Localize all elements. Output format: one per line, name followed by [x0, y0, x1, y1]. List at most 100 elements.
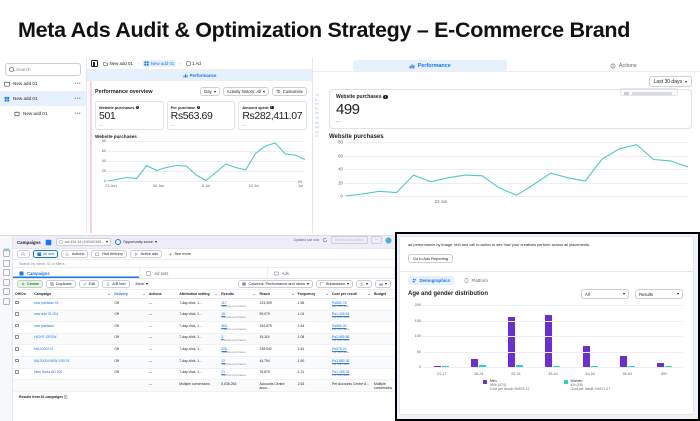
- customise-button-ghost[interactable]: [620, 88, 678, 96]
- cell-campaign[interactable]: new add 01 001: [32, 310, 113, 323]
- table-row[interactable]: new add 01 001 Off —7-day click, 1... 16 Web…: [13, 310, 395, 323]
- tab-demographics[interactable]: Demographics: [408, 276, 454, 285]
- row-toggle[interactable]: [13, 310, 33, 323]
- row-toggle[interactable]: [13, 344, 33, 357]
- col-cost-per-result[interactable]: Cost per result: [330, 290, 373, 299]
- nav-icon-billing[interactable]: [2, 288, 10, 295]
- table-row[interactable]: HIGHT GROW Off —7-day click, 1... 3 Website …: [13, 333, 395, 346]
- account-selector[interactable]: act-534-34 (400062345...: [55, 238, 111, 246]
- nav-icon-settings[interactable]: [2, 297, 10, 305]
- nav-icon-reporting[interactable]: [2, 278, 10, 286]
- cell-campaign[interactable]: new pakistan 01: [32, 298, 113, 311]
- day-dropdown[interactable]: Day: [200, 87, 220, 96]
- filter-had-delivery[interactable]: Had delivery: [91, 250, 127, 258]
- info-icon[interactable]: i: [270, 105, 274, 110]
- table-row[interactable]: new pakistan 01 Off —7-day click, 1... 117 W…: [13, 298, 395, 311]
- search-input[interactable]: Search: [5, 63, 81, 76]
- row-toggle[interactable]: [13, 298, 33, 311]
- col-delivery[interactable]: Delivery: [112, 290, 147, 299]
- cell-campaign[interactable]: MAJOON 01: [32, 344, 113, 357]
- meta-logo-icon[interactable]: [2, 241, 10, 252]
- tab-campaigns[interactable]: Campaigns: [13, 268, 141, 278]
- info-icon[interactable]: ⓘ: [64, 395, 68, 400]
- cell-results[interactable]: 21 Website purchases: [219, 368, 258, 381]
- filter-all-ads[interactable]: All ads: [32, 250, 59, 258]
- nav-icon-home[interactable]: [2, 250, 10, 257]
- cell-cost[interactable]: Rs576.24 Per purchase: [330, 344, 373, 357]
- checkbox[interactable]: [15, 323, 19, 328]
- checkbox[interactable]: [15, 312, 19, 316]
- panel-toggle-icon[interactable]: [91, 60, 98, 67]
- col-reach[interactable]: Reach: [257, 290, 296, 299]
- grid-icon[interactable]: [45, 239, 52, 246]
- info-icon[interactable]: i: [135, 105, 140, 110]
- sidebar-item-ad[interactable]: New add 01 •••: [0, 106, 86, 121]
- cell-campaign[interactable]: New Sales AD 001: [32, 368, 113, 381]
- columns-selector[interactable]: Columns: Performance and clicks: [238, 280, 313, 288]
- table-search-input[interactable]: Search by name, ID or filters: [13, 260, 395, 268]
- cell-cost[interactable]: Rs580.00 Per purchase: [330, 321, 373, 334]
- cell-campaign[interactable]: HIGHT GROW: [32, 333, 113, 346]
- row-toggle[interactable]: [13, 368, 33, 381]
- opportunity-score[interactable]: Opportunity score: [114, 239, 157, 245]
- table-row[interactable]: MAJOON 01 Off —7-day click, 1... 528 Website…: [13, 344, 395, 357]
- more-button[interactable]: More: [132, 280, 152, 288]
- filter-active-ads[interactable]: Active ads: [129, 250, 162, 258]
- checkbox[interactable]: [15, 358, 19, 363]
- row-toggle[interactable]: [13, 356, 33, 369]
- tab-performance[interactable]: Performance: [87, 70, 312, 80]
- cell-cost[interactable]: Rs3,880.38 Per purchase: [330, 356, 373, 369]
- row-menu-icon[interactable]: •••: [74, 80, 81, 87]
- date-range-dropdown[interactable]: Last 30 days: [648, 76, 692, 87]
- breadcrumb-item-campaign[interactable]: New add 01: [101, 60, 135, 67]
- chart-view-button[interactable]: [375, 280, 391, 288]
- checkbox[interactable]: [15, 335, 19, 339]
- tab-platform[interactable]: Platform: [460, 276, 492, 285]
- review-publish-button[interactable]: Review and publish: [331, 236, 368, 244]
- cell-cost[interactable]: Rs880.78 Per purchase: [330, 298, 373, 311]
- tab-adsets[interactable]: Ad sets: [140, 268, 268, 278]
- cell-actions[interactable]: —: [146, 333, 178, 346]
- breadcrumb-item-adset[interactable]: New add 01: [142, 60, 177, 67]
- table-row[interactable]: MAJOON NEW VIDI 01 Off —7-day click, 1... 1…: [13, 356, 395, 369]
- edit-button[interactable]: Edit: [78, 280, 100, 288]
- row-toggle[interactable]: [13, 321, 33, 334]
- go-to-ads-reporting-button[interactable]: Go to Ads Reporting: [408, 254, 454, 263]
- cell-campaign[interactable]: MAJOON NEW VIDI 01: [32, 356, 113, 369]
- refresh-icon[interactable]: [322, 237, 328, 243]
- cell-results[interactable]: 16 Website purchases: [219, 310, 258, 323]
- activity-history-dropdown[interactable]: Activity history: All: [222, 87, 270, 96]
- filter-actions[interactable]: Actions: [61, 250, 89, 258]
- nav-icon-audiences[interactable]: [2, 269, 10, 276]
- breakdown-select[interactable]: All: [581, 289, 629, 299]
- cell-results[interactable]: 12 Website purchases: [219, 356, 258, 369]
- cell-cost[interactable]: Rs1,455.35 Per purchase: [330, 368, 373, 381]
- cell-results[interactable]: 117 Website purchases: [219, 298, 258, 311]
- cell-actions[interactable]: —: [146, 344, 178, 357]
- breadcrumb-item-ad[interactable]: 1 Ad: [184, 60, 203, 67]
- col-frequency[interactable]: Frequency: [295, 290, 331, 299]
- cell-actions[interactable]: —: [146, 310, 178, 323]
- checkbox[interactable]: [15, 370, 19, 374]
- cell-results[interactable]: 528 Website purchases: [219, 344, 258, 357]
- cell-actions[interactable]: —: [146, 321, 178, 334]
- breakdown-selector[interactable]: Breakdown: [316, 280, 353, 288]
- row-toggle[interactable]: [13, 333, 33, 346]
- col-attribution[interactable]: Attribution setting: [177, 290, 220, 299]
- cell-results[interactable]: 363 Website purchases: [219, 321, 258, 334]
- col-campaign[interactable]: Campaign: [32, 290, 113, 299]
- tab-actions[interactable]: Actions: [547, 60, 700, 71]
- search-icon-button[interactable]: [17, 250, 30, 258]
- cell-actions[interactable]: —: [146, 356, 178, 369]
- metric-select[interactable]: Results: [635, 289, 683, 299]
- cell-actions[interactable]: —: [146, 368, 178, 381]
- customise-button[interactable]: Customise: [272, 87, 307, 96]
- ab-test-button[interactable]: A/B test: [102, 280, 130, 288]
- more-options-icon[interactable]: ···: [370, 236, 382, 244]
- create-button[interactable]: Create: [17, 280, 43, 288]
- sidebar-item-campaign[interactable]: New add 01 •••: [0, 76, 86, 91]
- tab-ads[interactable]: Ads: [268, 268, 395, 278]
- row-menu-icon[interactable]: •••: [74, 110, 81, 117]
- sidebar-item-adset[interactable]: New add 01 •••: [0, 91, 86, 106]
- info-icon[interactable]: i: [196, 105, 201, 110]
